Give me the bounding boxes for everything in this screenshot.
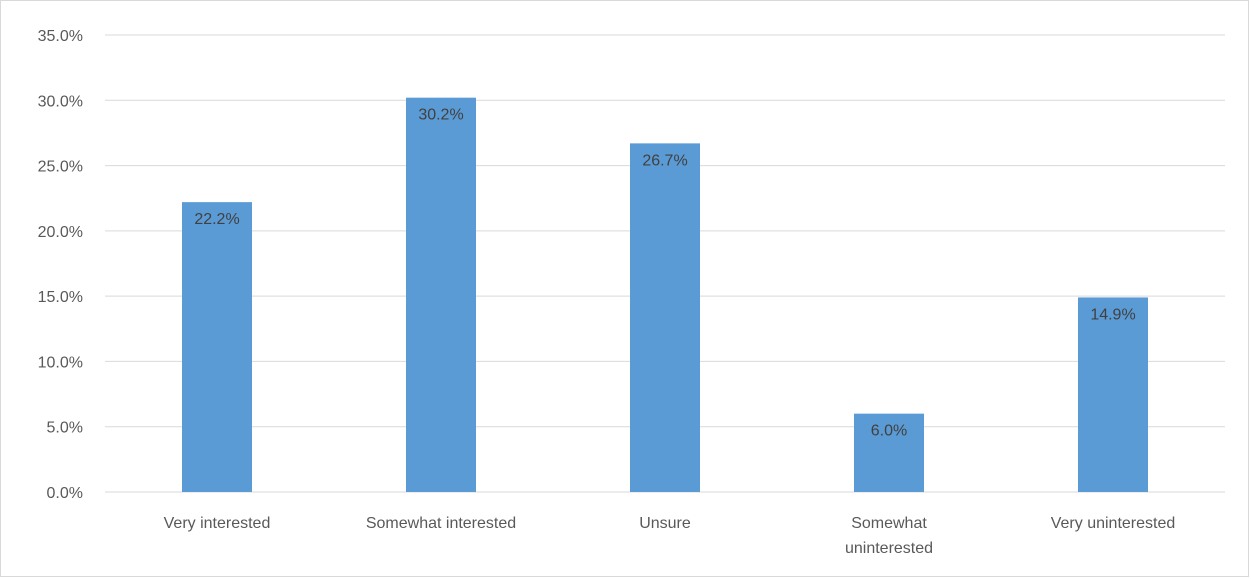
category-label: Somewhat interested [366,515,516,532]
data-label: 14.9% [1090,306,1135,323]
category-label: Somewhat [851,515,927,532]
data-label: 22.2% [194,211,239,228]
bar [182,202,252,493]
bar [854,413,924,492]
bar [630,143,700,493]
y-axis-tick-labels: 0.0% 5.0% 10.0% 15.0% 20.0% 25.0% 30.0% 35.0% [38,28,83,502]
data-labels: 22.2% 30.2% 26.7% 6.0% 14.9% [194,107,1135,440]
y-tick-label: 35.0% [38,28,83,45]
data-label: 26.7% [642,152,687,169]
category-label: Unsure [639,515,691,532]
category-label: Very uninterested [1051,515,1176,532]
y-tick-label: 0.0% [47,485,83,502]
data-label: 30.2% [418,107,463,124]
category-label: uninterested [845,540,933,557]
bar [406,97,476,492]
bars [182,97,1148,493]
category-label: Very interested [164,515,271,532]
y-tick-label: 15.0% [38,289,83,306]
y-tick-label: 5.0% [47,420,83,437]
data-label: 6.0% [871,423,907,440]
y-tick-label: 25.0% [38,159,83,176]
x-axis-category-labels: Very interested Somewhat interested Unsure… [164,515,1176,557]
y-tick-label: 10.0% [38,354,83,371]
y-tick-label: 30.0% [38,93,83,110]
bar [1078,297,1148,492]
y-tick-label: 20.0% [38,224,83,241]
